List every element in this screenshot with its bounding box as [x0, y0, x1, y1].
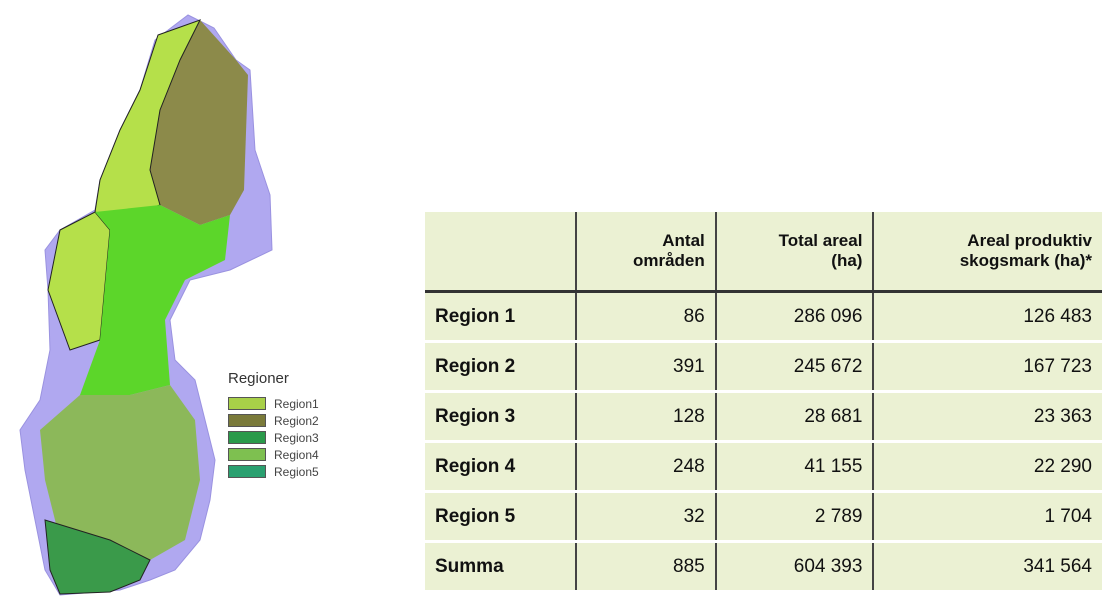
table-cell: 391	[575, 341, 717, 393]
map	[19, 14, 273, 596]
table-cell: 286 096	[715, 291, 875, 343]
row-label: Region 3	[425, 391, 577, 443]
header-line: Antal	[662, 231, 705, 250]
legend-label: Region4	[274, 447, 319, 462]
table-cell: 28 681	[715, 391, 875, 443]
legend-title: Regioner	[228, 370, 289, 387]
table-cell: 23 363	[873, 391, 1102, 443]
table-cell: 41 155	[715, 441, 875, 493]
table-row: Region 5 32 2 789 1 704	[425, 491, 1102, 543]
header-cell: Antal områden	[575, 212, 717, 293]
legend-swatch	[228, 448, 266, 461]
header-line: områden	[632, 251, 705, 270]
legend-swatch	[228, 397, 266, 410]
header-line: Total areal	[778, 231, 863, 250]
header-cell: Areal produktiv skogsmark (ha)*	[873, 212, 1102, 293]
table-row: Region 4 248 41 155 22 290	[425, 441, 1102, 493]
legend-label: Region1	[274, 396, 319, 411]
table-row: Summa 885 604 393 341 564	[425, 540, 1102, 590]
table-row: Region 2 391 245 672 167 723	[425, 341, 1102, 393]
row-label: Region 1	[425, 291, 577, 343]
table-cell: 167 723	[873, 341, 1102, 393]
header-line: Areal produktiv	[967, 231, 1092, 250]
legend-swatch	[228, 465, 266, 478]
table-row: Region 1 86 286 096 126 483	[425, 291, 1102, 343]
table-cell: 2 789	[715, 491, 875, 543]
header-row: Antal områden Total areal (ha) Areal produkt…	[425, 212, 1102, 293]
table-cell: 1 704	[873, 491, 1102, 543]
table-cell: 22 290	[873, 441, 1102, 493]
legend-item: Region1	[228, 395, 319, 412]
table-cell: 128	[575, 391, 717, 443]
legend-item: Region2	[228, 412, 319, 429]
legend-label: Region3	[274, 430, 319, 445]
header-line: (ha)	[831, 251, 863, 270]
region-5	[44, 519, 151, 595]
table-cell: 245 672	[715, 341, 875, 393]
region-4	[40, 385, 200, 560]
legend-item: Region3	[228, 429, 319, 446]
header-line: skogsmark (ha)*	[959, 251, 1092, 270]
table-cell: 604 393	[715, 540, 875, 590]
legend-swatch	[228, 414, 266, 427]
legend-item: Region4	[228, 446, 319, 463]
row-label: Region 2	[425, 341, 577, 393]
table-cell: 341 564	[873, 540, 1102, 590]
table-row: Region 3 128 28 681 23 363	[425, 391, 1102, 443]
row-label: Region 5	[425, 491, 577, 543]
legend: Regioner Region1 Region2 Region3 Region4 Regi…	[228, 370, 319, 480]
header-cell	[425, 212, 577, 293]
data-table: Antal områden Total areal (ha) Areal produkt…	[425, 212, 1102, 590]
header-cell: Total areal (ha)	[715, 212, 875, 293]
table-cell: 86	[575, 291, 717, 343]
region-3	[80, 205, 230, 400]
legend-item: Region5	[228, 463, 319, 480]
legend-label: Region5	[274, 464, 319, 479]
table-cell: 248	[575, 441, 717, 493]
row-label: Region 4	[425, 441, 577, 493]
legend-swatch	[228, 431, 266, 444]
table-cell: 126 483	[873, 291, 1102, 343]
table-cell: 32	[575, 491, 717, 543]
region-2	[150, 20, 248, 225]
table-cell: 885	[575, 540, 717, 590]
row-label: Summa	[425, 540, 577, 590]
legend-label: Region2	[274, 413, 319, 428]
